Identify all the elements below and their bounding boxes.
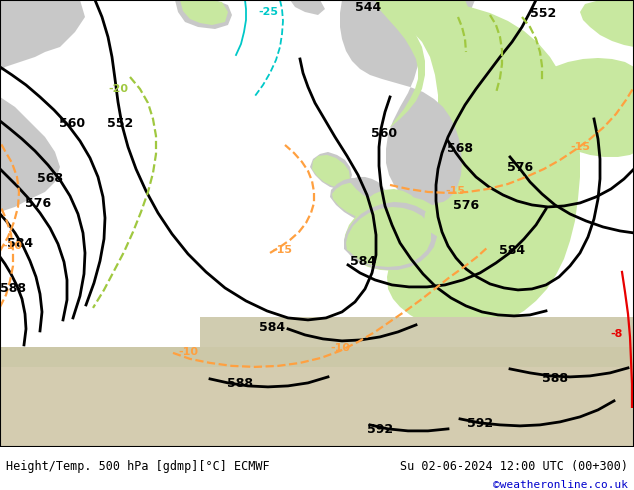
- Text: 592: 592: [367, 423, 393, 436]
- Text: -8: -8: [611, 329, 623, 339]
- Text: 584: 584: [499, 244, 525, 257]
- Text: 584: 584: [7, 237, 33, 250]
- Text: -10: -10: [178, 347, 198, 357]
- Text: ©weatheronline.co.uk: ©weatheronline.co.uk: [493, 480, 628, 490]
- Polygon shape: [420, 0, 475, 22]
- Polygon shape: [370, 0, 580, 331]
- Text: 576: 576: [453, 199, 479, 212]
- Polygon shape: [290, 0, 325, 15]
- Polygon shape: [330, 178, 389, 224]
- Text: 588: 588: [0, 282, 26, 295]
- Polygon shape: [180, 0, 228, 25]
- Polygon shape: [312, 155, 350, 188]
- Text: 560: 560: [371, 127, 397, 140]
- Polygon shape: [344, 202, 437, 270]
- Text: 584: 584: [350, 255, 376, 268]
- Text: 552: 552: [530, 7, 556, 20]
- Polygon shape: [350, 177, 386, 201]
- Text: -20: -20: [108, 84, 128, 94]
- Polygon shape: [428, 0, 468, 20]
- Polygon shape: [430, 141, 452, 159]
- Text: 544: 544: [355, 1, 381, 14]
- Text: 552: 552: [107, 117, 133, 130]
- Text: 568: 568: [447, 142, 473, 155]
- Text: -15: -15: [272, 245, 292, 255]
- Text: 588: 588: [542, 372, 568, 385]
- Polygon shape: [200, 317, 634, 347]
- Polygon shape: [580, 0, 634, 47]
- Text: 576: 576: [507, 161, 533, 174]
- Polygon shape: [310, 152, 352, 189]
- Polygon shape: [424, 201, 475, 239]
- Polygon shape: [0, 0, 60, 212]
- Text: 568: 568: [37, 172, 63, 185]
- Text: -25: -25: [258, 7, 278, 17]
- Text: -15: -15: [445, 186, 465, 196]
- Text: 560: 560: [59, 117, 85, 130]
- Polygon shape: [0, 0, 85, 72]
- Polygon shape: [340, 0, 462, 205]
- Polygon shape: [175, 0, 232, 29]
- Polygon shape: [525, 58, 634, 157]
- Text: Height/Temp. 500 hPa [gdmp][°C] ECMWF: Height/Temp. 500 hPa [gdmp][°C] ECMWF: [6, 460, 269, 473]
- Text: -15: -15: [570, 142, 590, 152]
- Polygon shape: [375, 0, 425, 132]
- Polygon shape: [0, 347, 634, 367]
- Text: 584: 584: [259, 321, 285, 334]
- Polygon shape: [0, 367, 634, 447]
- Polygon shape: [344, 196, 445, 271]
- Polygon shape: [357, 189, 422, 241]
- Polygon shape: [346, 207, 431, 267]
- Text: 576: 576: [25, 197, 51, 210]
- Polygon shape: [332, 183, 384, 221]
- Text: -10: -10: [2, 241, 22, 251]
- Text: -10: -10: [330, 343, 350, 353]
- Text: 588: 588: [227, 377, 253, 390]
- Text: 592: 592: [467, 417, 493, 430]
- Text: Su 02-06-2024 12:00 UTC (00+300): Su 02-06-2024 12:00 UTC (00+300): [400, 460, 628, 473]
